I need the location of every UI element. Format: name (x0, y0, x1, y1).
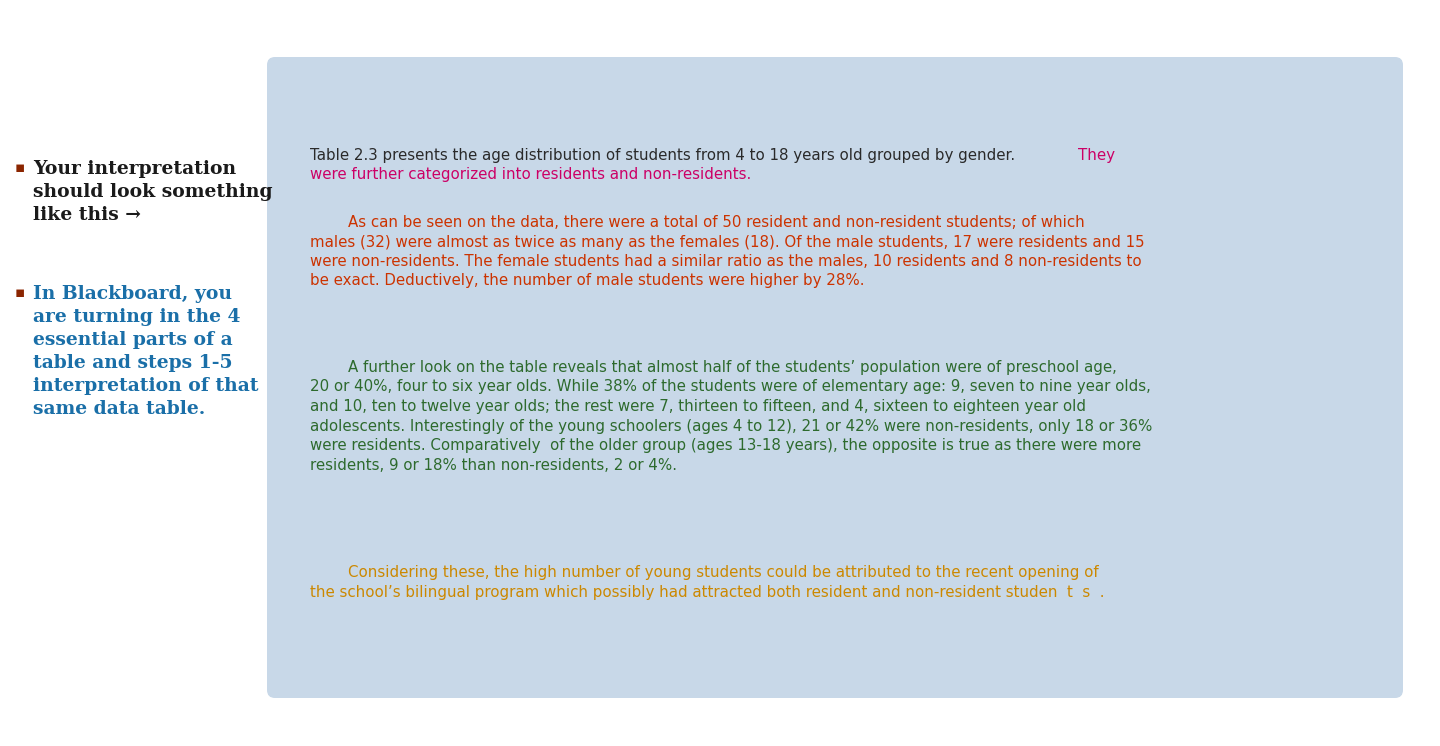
Text: and 10, ten to twelve year olds; the rest were 7, thirteen to fifteen, and 4, si: and 10, ten to twelve year olds; the res… (310, 399, 1086, 414)
Text: As can be seen on the data, there were a total of 50 resident and non-resident s: As can be seen on the data, there were a… (310, 215, 1084, 230)
FancyBboxPatch shape (266, 57, 1403, 698)
Text: ▪: ▪ (14, 285, 26, 300)
Text: In Blackboard, you
are turning in the 4
essential parts of a
table and steps 1-5: In Blackboard, you are turning in the 4 … (33, 285, 259, 418)
Text: ▪: ▪ (14, 160, 26, 175)
Text: were further categorized into residents and non-residents.: were further categorized into residents … (310, 168, 752, 183)
Text: Considering these, the high number of young students could be attributed to the : Considering these, the high number of yo… (310, 565, 1099, 580)
Text: males (32) were almost as twice as many as the females (18). Of the male student: males (32) were almost as twice as many … (310, 234, 1145, 249)
Text: Table 2.3 presents the age distribution of students from 4 to 18 years old group: Table 2.3 presents the age distribution … (310, 148, 1020, 163)
Text: Your interpretation
should look something
like this →: Your interpretation should look somethin… (33, 160, 272, 224)
Text: be exact. Deductively, the number of male students were higher by 28%.: be exact. Deductively, the number of mal… (310, 274, 864, 289)
Text: A further look on the table reveals that almost half of the students’ population: A further look on the table reveals that… (310, 360, 1117, 375)
Text: residents, 9 or 18% than non-residents, 2 or 4%.: residents, 9 or 18% than non-residents, … (310, 457, 677, 472)
Text: adolescents. Interestingly of the young schoolers (ages 4 to 12), 21 or 42% were: adolescents. Interestingly of the young … (310, 419, 1152, 433)
Text: 20 or 40%, four to six year olds. While 38% of the students were of elementary a: 20 or 40%, four to six year olds. While … (310, 380, 1151, 395)
Text: were non-residents. The female students had a similar ratio as the males, 10 res: were non-residents. The female students … (310, 254, 1142, 269)
Text: were residents. Comparatively  of the older group (ages 13-18 years), the opposi: were residents. Comparatively of the old… (310, 438, 1140, 453)
Text: They: They (1079, 148, 1115, 163)
Text: the school’s bilingual program which possibly had attracted both resident and no: the school’s bilingual program which pos… (310, 585, 1104, 600)
